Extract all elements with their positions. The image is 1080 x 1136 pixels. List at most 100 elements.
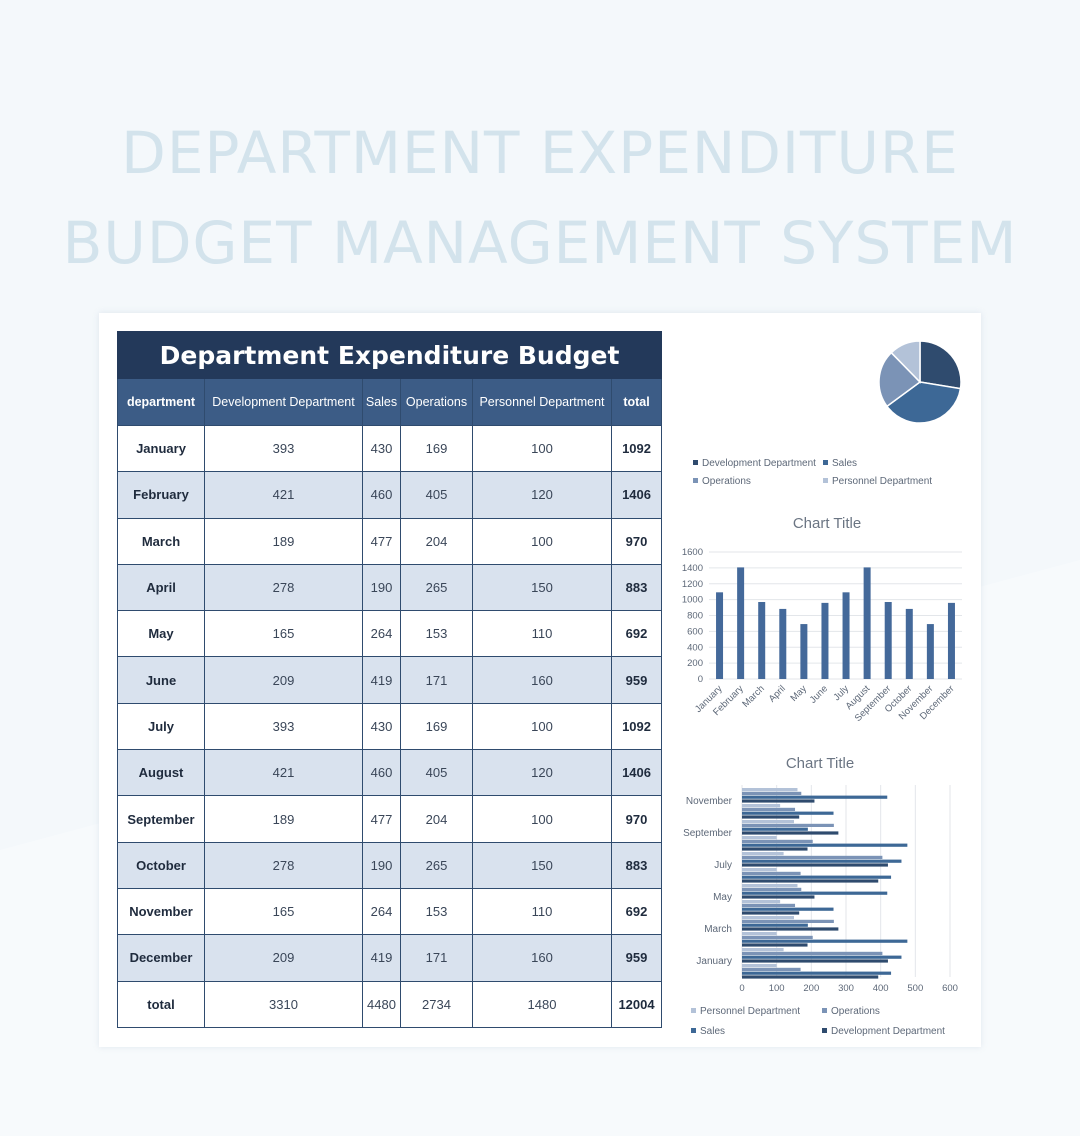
column-bar [800,624,808,679]
column-bar [737,567,745,679]
x-tick-label: June [808,683,830,705]
column-bar [821,602,829,679]
table-row: August 421 460 405 120 1406 [117,749,663,797]
hbar [742,939,908,943]
cell-sales: 430 [362,424,401,473]
hbar [742,923,808,927]
hbar [742,815,800,819]
hbar [742,855,883,859]
hbar [742,788,798,792]
cell-personnel: 160 [472,934,612,982]
hbar [742,887,802,891]
legend-swatch [822,1028,827,1033]
x-tick-label: March [740,683,766,709]
legend-swatch [822,1008,827,1013]
hbar [742,804,781,808]
cell-month: November [117,887,205,936]
legend-swatch [823,478,828,483]
cell-total: 692 [610,610,663,658]
page-title: DEPARTMENT EXPENDITURE BUDGET MANAGEMENT… [0,108,1080,288]
y-tick-label: July [714,860,732,871]
table-row: May 165 264 153 110 692 [117,610,663,658]
cell-dev: 278 [204,841,363,889]
hbar [742,859,902,863]
hbar [742,820,794,824]
y-tick-label: September [683,828,733,839]
cell-total: 1092 [610,424,663,473]
cell-ops: 405 [400,749,473,797]
hbar [742,799,815,803]
legend-label: Personnel Department [832,476,932,487]
legend-swatch [693,460,698,465]
cell-month: August [117,749,205,797]
hbar [742,875,892,879]
table-row: October 278 190 265 150 883 [117,841,663,889]
cell-total: 883 [610,841,663,889]
legend-label: Sales [832,458,857,469]
cell-personnel: 160 [472,656,612,704]
column-bar [863,567,871,679]
cell-total: 1406 [610,471,663,519]
column-header-0: department [117,378,205,426]
y-tick-label: 400 [687,642,703,653]
y-tick-label: 1400 [682,563,703,574]
hbar [742,932,777,936]
cell-month: June [117,656,205,704]
legend-label: Operations [831,1006,880,1017]
legend-label: Personnel Department [700,1006,800,1017]
totals-row: total 3310 4480 2734 1480 12004 [117,980,663,1028]
table-row: November 165 264 153 110 692 [117,887,663,936]
column-bar [947,602,955,679]
hbar [742,927,839,931]
cell-dev: 209 [204,656,363,704]
hbar [742,868,777,872]
column-bar [779,608,787,679]
pie-slice [885,381,962,424]
cell-month: July [117,702,205,751]
cell-dev: 209 [204,934,363,982]
pie-slice [878,351,922,408]
page-title-line1: DEPARTMENT EXPENDITURE [121,119,959,187]
column-header-4: Personnel Department [472,378,612,426]
cell-total: 12004 [610,980,663,1028]
legend-swatch [823,460,828,465]
hbar [742,836,777,840]
hbar [742,863,888,867]
x-tick-label: 400 [873,983,889,994]
column-bar [758,602,766,679]
hbar [742,891,888,895]
x-tick-label: 0 [739,983,744,994]
cell-dev: 165 [204,887,363,936]
cell-sales: 460 [362,749,401,797]
hbar [742,948,784,952]
cell-ops: 2734 [400,980,473,1028]
hbar [742,795,888,799]
cell-dev: 189 [204,517,363,565]
cell-ops: 204 [400,795,473,843]
column-header-1: Development Department [204,378,363,426]
y-tick-label: November [686,796,733,807]
cell-personnel: 120 [472,749,612,797]
hbar [742,827,808,831]
cell-personnel: 150 [472,563,612,612]
hbar [742,900,781,904]
hbar [742,911,800,915]
cell-sales: 4480 [362,980,401,1028]
legend-swatch [691,1028,696,1033]
x-tick-label: 500 [907,983,923,994]
cell-ops: 265 [400,841,473,889]
cell-personnel: 100 [472,517,612,565]
hbar [742,967,801,971]
pie-slice [919,340,962,390]
cell-ops: 405 [400,471,473,519]
cell-sales: 477 [362,795,401,843]
y-tick-label: 800 [687,611,703,622]
table-row: September 189 477 204 100 970 [117,795,663,843]
column-header-3: Operations [400,378,473,426]
table-row: December 209 419 171 160 959 [117,934,663,982]
hbar [742,884,798,888]
cell-sales: 430 [362,702,401,751]
cell-sales: 264 [362,610,401,658]
cell-personnel: 100 [472,702,612,751]
cell-personnel: 110 [472,610,612,658]
